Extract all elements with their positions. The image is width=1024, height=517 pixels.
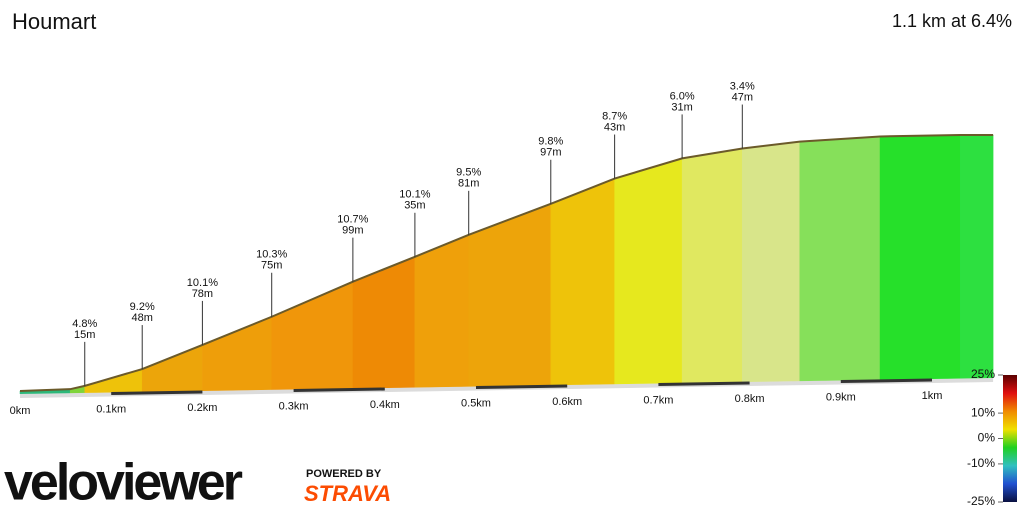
profile-segment	[414, 234, 469, 388]
length-label: 75m	[261, 260, 282, 272]
distance-band	[475, 384, 568, 390]
x-tick-label: 0.4km	[370, 399, 400, 411]
partner: STRAVA	[304, 481, 391, 506]
legend-tick-label: 0%	[978, 431, 996, 445]
profile-segment	[550, 178, 615, 386]
profile-segment	[681, 148, 743, 384]
legend-tick-label: -10%	[967, 456, 995, 470]
length-label: 43m	[604, 121, 625, 133]
distance-band	[658, 381, 750, 387]
distance-band	[293, 387, 385, 393]
profile-segment	[202, 316, 272, 392]
logo: veloviewer	[4, 454, 243, 512]
grade-label: 6.0%	[670, 90, 695, 102]
x-tick-label: 0.5km	[461, 397, 491, 409]
grade-label: 4.8%	[72, 318, 97, 330]
legend-tick-label: 25%	[971, 367, 995, 381]
grade-label: 8.7%	[602, 110, 627, 122]
length-label: 99m	[342, 225, 363, 237]
profile-segment	[879, 134, 961, 381]
x-tick-label: 0.7km	[643, 394, 673, 406]
legend-colorbar	[1003, 375, 1017, 502]
profile-segment	[271, 281, 354, 391]
grade-label: 10.1%	[187, 277, 218, 289]
distance-band	[840, 378, 933, 384]
x-tick-label: 0.8km	[735, 393, 765, 405]
profile-segment	[141, 344, 203, 393]
grade-label: 9.5%	[456, 167, 481, 179]
length-label: 81m	[458, 178, 479, 190]
x-tick-label: 0.3km	[279, 400, 309, 412]
title: Houmart	[12, 9, 96, 34]
grade-label: 10.3%	[256, 249, 287, 261]
profile-segment	[742, 141, 801, 383]
x-tick-label: 1km	[922, 390, 943, 402]
profile-segment	[352, 256, 416, 389]
grade-label: 3.4%	[730, 80, 755, 92]
grade-label: 10.7%	[337, 214, 368, 226]
profile-segment	[960, 134, 994, 379]
length-label: 35m	[404, 200, 425, 212]
length-label: 47m	[732, 91, 753, 103]
summary: 1.1 km at 6.4%	[892, 11, 1012, 31]
powered-by: POWERED BY	[306, 468, 382, 480]
x-tick-label: 0.6km	[552, 396, 582, 408]
profile-segment	[84, 368, 143, 394]
length-label: 78m	[192, 288, 213, 300]
length-label: 15m	[74, 329, 95, 341]
grade-label: 9.2%	[130, 301, 155, 313]
grade-label: 10.1%	[399, 189, 430, 201]
grade-label: 9.8%	[538, 136, 563, 148]
distance-band	[111, 390, 203, 396]
x-tick-label: 0.1km	[96, 403, 126, 415]
x-tick-label: 0km	[10, 405, 31, 417]
profile-segment	[799, 136, 881, 382]
length-label: 31m	[671, 101, 692, 113]
length-label: 48m	[132, 312, 153, 324]
legend-tick-label: 10%	[971, 405, 995, 419]
x-tick-label: 0.9km	[826, 391, 856, 403]
x-tick-label: 0.2km	[187, 402, 217, 414]
length-label: 97m	[540, 147, 561, 159]
profile-segment	[614, 158, 683, 385]
legend-tick-label: -25%	[967, 494, 995, 508]
